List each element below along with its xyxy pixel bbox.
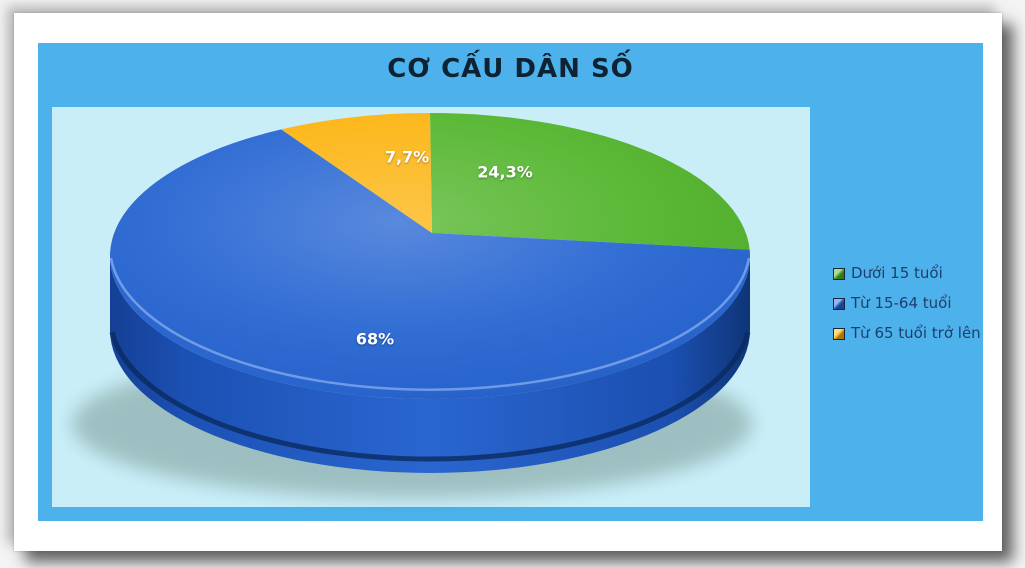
legend-label-under-15: Dưới 15 tuổi xyxy=(851,264,943,282)
legend-item-under-15[interactable]: Dưới 15 tuổi xyxy=(833,265,981,282)
legend-marker-under-15-icon xyxy=(833,267,845,280)
legend-label-65-plus: Từ 65 tuổi trở lên xyxy=(851,324,981,342)
legend-label-15-64: Từ 15-64 tuổi xyxy=(851,294,952,312)
legend-marker-15-64-icon xyxy=(833,297,845,310)
legend-marker-65-plus-icon xyxy=(833,327,845,340)
chart-title: CƠ CẤU DÂN SỐ xyxy=(387,54,634,84)
legend: Dưới 15 tuổi Từ 15-64 tuổi Từ 65 tuổi tr… xyxy=(833,265,981,342)
pie-wedges xyxy=(110,113,751,399)
legend-item-65-plus[interactable]: Từ 65 tuổi trở lên xyxy=(833,325,981,342)
legend-item-15-64[interactable]: Từ 15-64 tuổi xyxy=(833,295,981,312)
